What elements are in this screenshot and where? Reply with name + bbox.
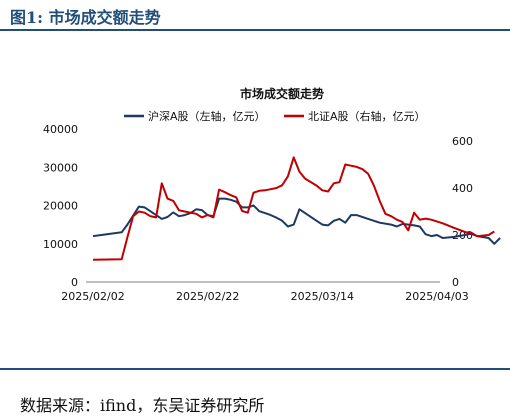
figure-title: 图1: 市场成交额走势 (10, 4, 161, 28)
x-tick-label: 2025/02/02 (61, 290, 124, 303)
x-tick-label: 2025/03/14 (291, 290, 354, 303)
y-right-tick-label: 400 (452, 182, 473, 195)
chart-title: 市场成交额走势 (240, 86, 324, 101)
x-tick-label: 2025/02/22 (176, 290, 239, 303)
axes: 01000020000300004000002004006002025/02/0… (43, 123, 473, 303)
source-note: 数据来源：ifind，东吴证券研究所 (20, 396, 265, 415)
series-line-1 (92, 197, 501, 245)
legend-label-1: 沪深A股（左轴，亿元） (148, 109, 266, 123)
y-right-tick-label: 0 (452, 276, 459, 289)
y-left-tick-label: 40000 (43, 123, 78, 136)
figure-title-text: 市场成交额走势 (48, 8, 161, 27)
y-left-tick-label: 10000 (43, 238, 78, 251)
y-left-tick-label: 30000 (43, 161, 78, 174)
series-layer (92, 156, 501, 261)
y-right-tick-label: 600 (452, 135, 473, 148)
bottom-rule (0, 368, 510, 370)
y-left-tick-label: 20000 (43, 200, 78, 213)
figure-label: 图1: (10, 8, 44, 27)
top-rule (0, 29, 510, 31)
legend: 沪深A股（左轴，亿元） 北证A股（右轴，亿元） (124, 109, 426, 123)
series-line-2 (92, 156, 495, 261)
legend-label-2: 北证A股（右轴，亿元） (308, 109, 426, 123)
x-tick-label: 2025/04/03 (405, 290, 468, 303)
y-left-tick-label: 0 (71, 276, 78, 289)
